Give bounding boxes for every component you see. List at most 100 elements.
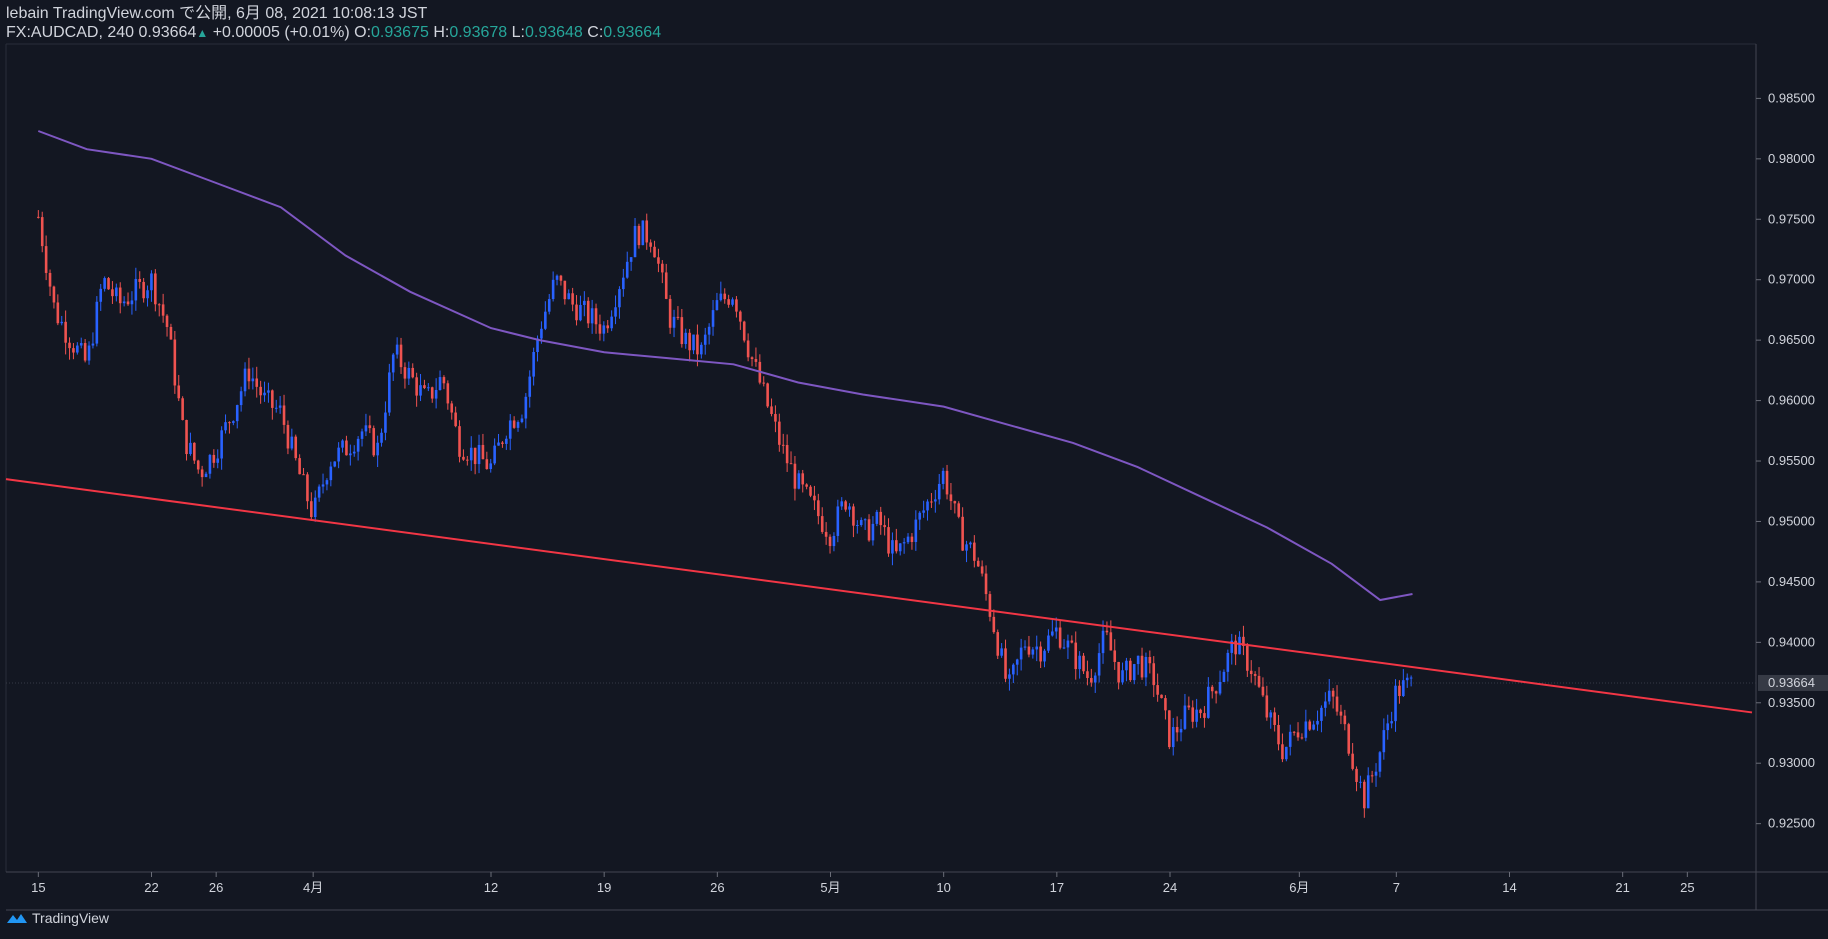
candle-body (1074, 642, 1078, 670)
candle-body (914, 519, 918, 542)
candle (1327, 678, 1331, 705)
candle-body (243, 368, 247, 392)
candle-body (1207, 686, 1210, 718)
candle-body (165, 315, 169, 327)
candle (1207, 677, 1210, 719)
candle-body (1261, 686, 1265, 696)
candle (232, 420, 235, 426)
candle (914, 510, 918, 551)
candle-body (251, 378, 255, 382)
candle (1148, 650, 1152, 674)
candle-body (1218, 681, 1222, 694)
candle (898, 543, 902, 556)
candle (1339, 704, 1343, 725)
candle (1171, 717, 1175, 756)
candle (883, 515, 886, 536)
x-tick-label: 7 (1393, 880, 1400, 895)
candle-body (247, 368, 251, 382)
candle (992, 609, 996, 634)
candle (130, 291, 134, 315)
candle-body (501, 442, 504, 444)
candle (95, 296, 99, 347)
last-price-badge (1758, 674, 1828, 691)
candle (99, 283, 103, 311)
candle (1390, 711, 1393, 729)
candle-body (411, 367, 415, 378)
candle-body (1210, 686, 1214, 692)
candle-body (232, 421, 235, 423)
candle-body (731, 299, 734, 305)
candle (852, 503, 855, 538)
candle (934, 489, 937, 513)
candle-body (988, 594, 992, 617)
candle-body (1175, 727, 1179, 733)
candle-body (321, 484, 325, 487)
candle (505, 435, 508, 450)
candle (1132, 663, 1136, 685)
candle-body (1339, 711, 1343, 716)
candle (1058, 620, 1062, 650)
candle-body (298, 458, 301, 475)
candle (118, 282, 122, 314)
candle (501, 441, 504, 448)
brand-name: TradingView (32, 910, 110, 926)
x-tick-label: 4月 (303, 880, 323, 895)
candle (380, 428, 383, 447)
candle-body (313, 497, 317, 518)
candle (103, 276, 106, 292)
candle (473, 447, 477, 475)
candle (1054, 617, 1058, 639)
candle-body (239, 391, 243, 406)
y-tick-label: 0.94500 (1768, 574, 1815, 589)
candle-body (684, 332, 688, 345)
trendline[interactable] (5, 478, 1753, 714)
candle (563, 280, 567, 305)
candle (739, 310, 742, 330)
x-tick-label: 12 (484, 880, 498, 895)
candle-body (259, 386, 262, 396)
candle-body (177, 385, 181, 399)
candle (618, 286, 621, 319)
candle (138, 271, 142, 289)
candle (641, 220, 645, 246)
candle-body (434, 390, 438, 399)
candle (1351, 743, 1354, 771)
candle-body (384, 412, 387, 433)
candle-body (559, 275, 563, 281)
candle (216, 449, 220, 469)
x-tick-label: 26 (710, 880, 724, 895)
candle (930, 492, 933, 508)
candle-body (571, 293, 574, 305)
candle (961, 507, 964, 551)
candle-body (1292, 731, 1296, 733)
candle (579, 295, 582, 322)
candle (1070, 635, 1074, 644)
candle-body (544, 311, 547, 329)
candle-body (1144, 657, 1148, 678)
candle (274, 399, 278, 413)
candle (793, 456, 797, 501)
candle (1296, 722, 1300, 741)
candle-body (1316, 720, 1319, 725)
candle (430, 386, 434, 403)
candle-body (711, 310, 715, 327)
candle-body (1019, 647, 1023, 660)
y-tick-label: 0.96000 (1768, 393, 1815, 408)
candle-body (555, 275, 559, 280)
candle (1019, 638, 1023, 671)
candle-body (477, 444, 481, 465)
candle (83, 339, 87, 363)
candle-body (1402, 680, 1405, 697)
candle (263, 381, 266, 402)
candle (926, 499, 929, 521)
x-tick-label: 21 (1615, 880, 1629, 895)
candle (778, 413, 781, 452)
candle-body (1140, 655, 1144, 678)
candle (715, 292, 719, 311)
candle-body (937, 483, 941, 500)
candle-body (1082, 655, 1085, 672)
candle (91, 332, 95, 349)
candle-body (575, 304, 578, 321)
candle (1316, 710, 1319, 731)
